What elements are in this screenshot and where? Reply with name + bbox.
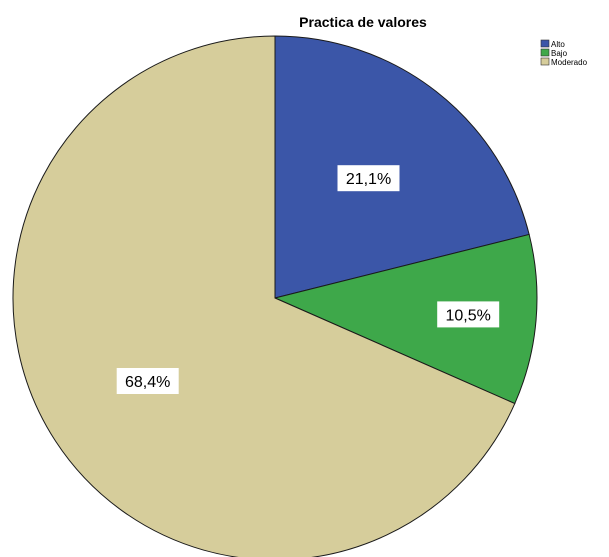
slice-labels: 21,1% 10,5% 68,4% bbox=[116, 165, 500, 394]
slice-label-moderado: 68,4% bbox=[116, 368, 179, 394]
chart-title: Practica de valores bbox=[299, 14, 427, 30]
pie-slice-moderado bbox=[12, 35, 516, 557]
pie-slices bbox=[12, 35, 538, 557]
slice-label-alto: 21,1% bbox=[337, 165, 400, 192]
slice-label-box bbox=[437, 301, 500, 328]
legend-swatch-bajo bbox=[540, 48, 550, 57]
legend-label-bajo: Bajo bbox=[551, 49, 568, 58]
slice-label-box bbox=[116, 368, 179, 394]
slice-label-text: 68,4% bbox=[125, 374, 170, 391]
pie-slice-bajo bbox=[273, 233, 538, 405]
slice-label-bajo: 10,5% bbox=[437, 301, 500, 328]
legend-swatch-alto bbox=[540, 39, 550, 48]
slice-label-box bbox=[337, 165, 400, 192]
legend-swatch-moderado bbox=[540, 57, 550, 66]
legend-label-alto: Alto bbox=[551, 40, 565, 49]
pie-slice-alto bbox=[274, 35, 530, 299]
slice-label-text: 10,5% bbox=[446, 307, 491, 324]
legend-label-moderado: Moderado bbox=[551, 58, 588, 67]
slice-label-text: 21,1% bbox=[346, 171, 391, 188]
